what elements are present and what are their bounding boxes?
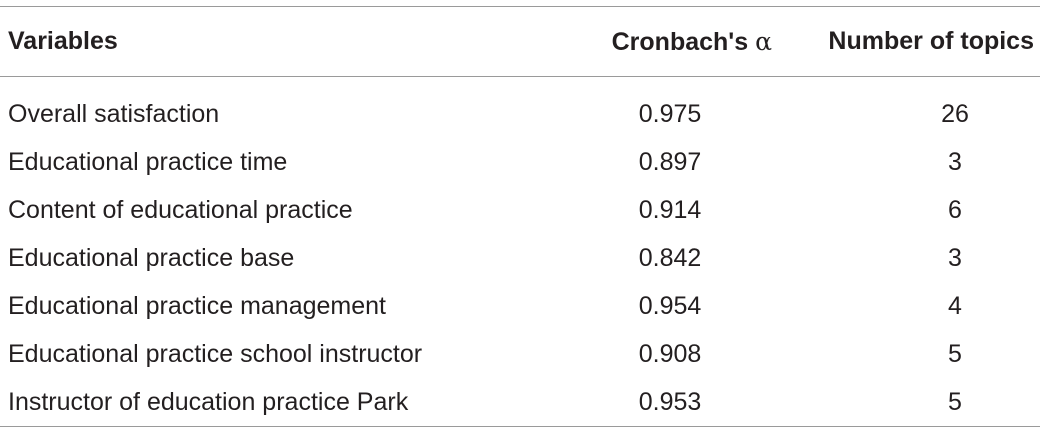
cell-alpha: 0.953 [638,387,702,416]
cell-variable: Educational practice time [8,148,288,176]
cell-alpha: 0.842 [638,244,702,272]
cell-alpha: 0.914 [638,196,702,224]
header-number-of-topics: Number of topics [828,27,1034,55]
header-row: Variables Cronbach's α Number of topics [0,6,1040,77]
cell-topics: 26 [941,100,969,129]
cell-variable: Overall satisfaction [8,100,220,129]
cell-alpha: 0.975 [638,100,702,129]
table-row: Educational practice time 0.897 3 [0,139,1040,187]
cell-topics: 3 [948,244,962,272]
cell-variable: Educational practice management [8,292,387,320]
alpha-symbol: α [755,26,772,56]
cell-variable: Educational practice school instructor [8,340,423,368]
cell-topics: 3 [948,148,962,176]
table-body: Overall satisfaction 0.975 26 Educationa… [0,77,1040,427]
cell-alpha: 0.954 [638,292,702,320]
cell-variable: Educational practice base [8,244,295,272]
table-row: Instructor of education practice Park 0.… [0,379,1040,427]
table-row: Content of educational practice 0.914 6 [0,187,1040,235]
table-row: Overall satisfaction 0.975 26 [0,77,1040,139]
header-variables: Variables [8,27,118,55]
table-row: Educational practice management 0.954 4 [0,283,1040,331]
header-alpha-prefix: Cronbach's [611,27,756,56]
cell-topics: 4 [948,292,962,320]
table-row: Educational practice base 0.842 3 [0,235,1040,283]
header-cronbach-alpha: Cronbach's α [510,7,790,77]
cell-topics: 6 [948,196,962,224]
table-header: Variables Cronbach's α Number of topics [0,6,1040,77]
cell-topics: 5 [948,387,962,416]
reliability-table: Variables Cronbach's α Number of topics … [0,6,1040,427]
table-row: Educational practice school instructor 0… [0,331,1040,379]
cell-topics: 5 [948,340,962,368]
cell-alpha: 0.897 [638,148,702,176]
cell-variable: Content of educational practice [8,196,353,224]
cell-variable: Instructor of education practice Park [8,387,409,416]
cell-alpha: 0.908 [638,340,702,368]
reliability-table-container: Variables Cronbach's α Number of topics … [0,6,1040,427]
